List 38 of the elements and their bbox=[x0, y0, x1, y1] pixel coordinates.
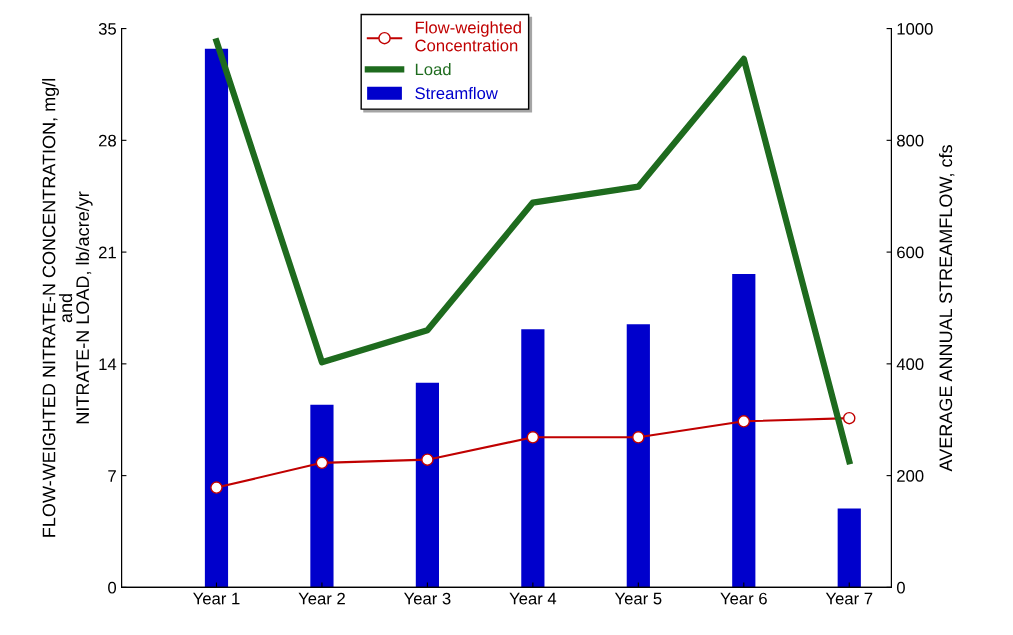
y2-tick-label: 800 bbox=[897, 134, 924, 147]
point bbox=[737, 415, 751, 428]
bar bbox=[310, 404, 334, 588]
x-tick-label: Year 1 bbox=[193, 592, 240, 605]
point bbox=[843, 411, 856, 425]
x-tick-label: Year 2 bbox=[298, 592, 345, 605]
y-tick-label: 28 bbox=[99, 134, 116, 147]
y-axis-title: FLOW-WEIGHTED NITRATE-N CONCENTRATION, mg/l and NITRATE-N LOAD, lb/acre/yr bbox=[42, 78, 93, 537]
y2-tick-label: 600 bbox=[897, 246, 924, 259]
y-tick-label: 35 bbox=[98, 22, 116, 35]
y2-tick-label: 1000 bbox=[897, 22, 933, 35]
point bbox=[315, 456, 329, 470]
legend-label: Streamflow bbox=[415, 86, 498, 100]
x-tick-label: Year 5 bbox=[614, 592, 662, 605]
point bbox=[421, 453, 434, 466]
y2-tick-label: 400 bbox=[896, 358, 924, 371]
point bbox=[526, 431, 540, 444]
x-tick-label: Year 6 bbox=[720, 592, 767, 605]
bar bbox=[732, 273, 756, 588]
y2-tick-label: 0 bbox=[896, 581, 905, 594]
legend-label: Load bbox=[415, 63, 451, 76]
x-tick-label: Year 7 bbox=[825, 592, 873, 605]
y-tick-label: 21 bbox=[99, 246, 116, 259]
y-tick-label: 7 bbox=[108, 470, 116, 482]
point bbox=[632, 431, 645, 444]
point bbox=[210, 481, 223, 494]
bar bbox=[521, 329, 545, 588]
y-tick-label: 14 bbox=[99, 358, 117, 370]
bar bbox=[415, 382, 439, 588]
bar bbox=[204, 48, 229, 588]
y2-axis-title: AVERAGE ANNUAL STREAMFLOW, cfs bbox=[938, 145, 955, 472]
bar bbox=[837, 508, 861, 588]
y-tick-label: 0 bbox=[108, 581, 117, 594]
y2-tick-label: 200 bbox=[897, 470, 924, 482]
x-tick-label: Year 4 bbox=[509, 592, 557, 605]
x-tick-label: Year 3 bbox=[403, 592, 451, 605]
bar bbox=[626, 324, 650, 588]
legend-label: Flow-weighted Concentration bbox=[415, 21, 521, 52]
